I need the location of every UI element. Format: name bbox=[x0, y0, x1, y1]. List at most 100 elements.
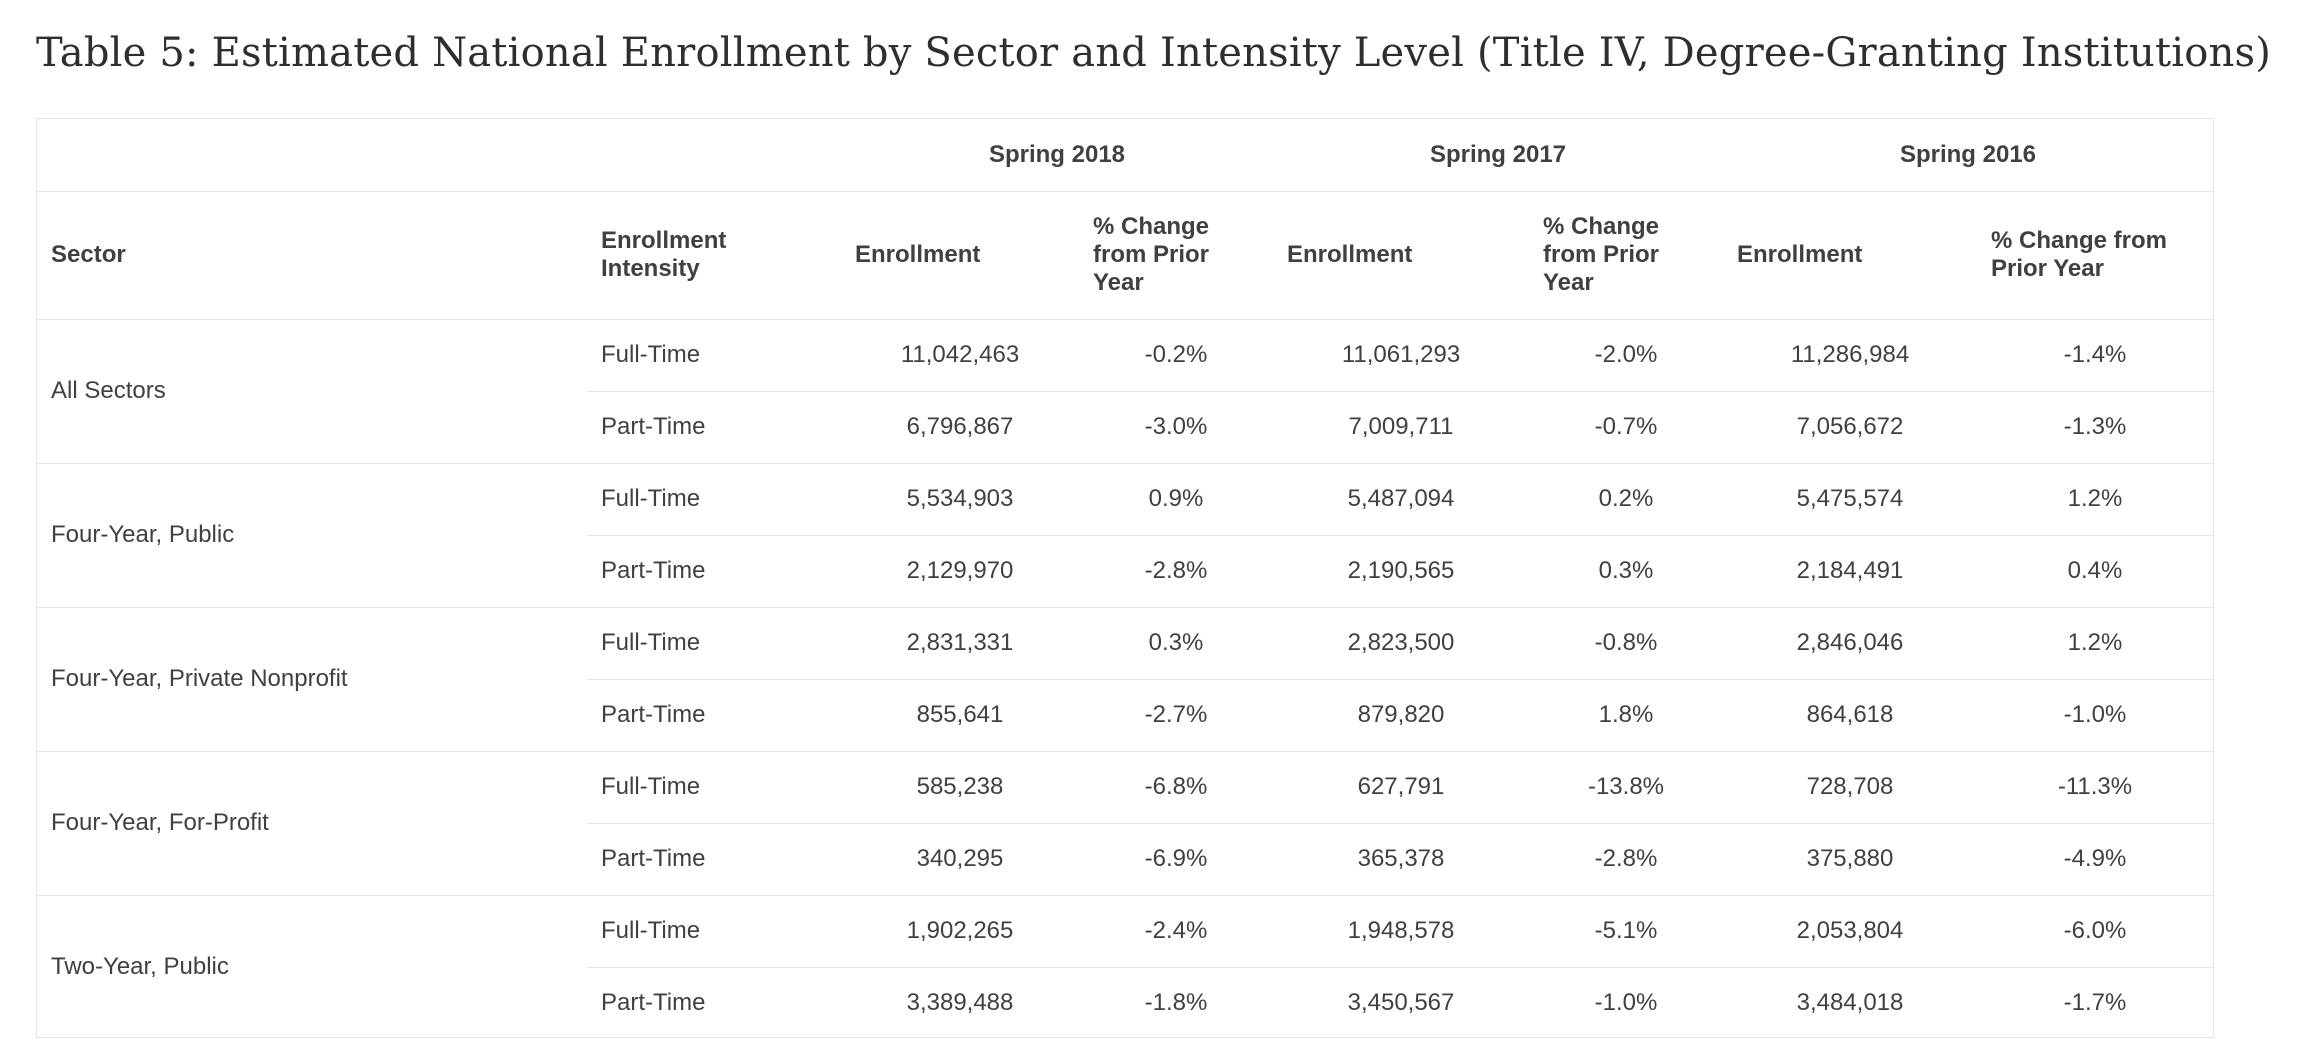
change-2017-cell: -2.0% bbox=[1529, 319, 1723, 392]
change-2016-cell: -1.3% bbox=[1977, 391, 2213, 464]
table-row: Four-Year, Private Nonprofit Full-Time 2… bbox=[37, 607, 2213, 752]
column-header-sector: Sector bbox=[37, 191, 587, 320]
change-2018-cell: 0.3% bbox=[1079, 607, 1273, 680]
enrollment-2017-cell: 365,378 bbox=[1273, 823, 1529, 896]
column-header-enrollment-2016: Enrollment bbox=[1723, 191, 1977, 320]
intensity-cell: Full-Time bbox=[587, 463, 841, 536]
enrollment-2018-cell: 5,534,903 bbox=[841, 463, 1079, 536]
table-row: Part-Time 2,129,970 -2.8% 2,190,565 0.3%… bbox=[37, 535, 2213, 608]
change-2017-cell: -13.8% bbox=[1529, 751, 1723, 824]
intensity-cell: Full-Time bbox=[587, 319, 841, 392]
change-2017-cell: -5.1% bbox=[1529, 895, 1723, 968]
change-2016-cell: 1.2% bbox=[1977, 607, 2213, 680]
change-2018-cell: -1.8% bbox=[1144, 989, 1208, 1017]
enrollment-2016-cell: 7,056,672 bbox=[1723, 391, 1977, 464]
change-2017-cell: -1.0% bbox=[1594, 989, 1658, 1017]
change-2016-cell: 0.4% bbox=[1977, 535, 2213, 608]
change-2017-cell: -2.8% bbox=[1529, 823, 1723, 896]
column-header-change-2018: % Change from Prior Year bbox=[1079, 191, 1273, 320]
change-2017-cell: -0.7% bbox=[1529, 391, 1723, 464]
change-2018-cell: -2.8% bbox=[1079, 535, 1273, 608]
column-header-change-2017: % Change from Prior Year bbox=[1529, 191, 1723, 320]
table-row: Four-Year, Public Full-Time 5,534,903 0.… bbox=[37, 463, 2213, 608]
enrollment-2018-cell: 855,641 bbox=[841, 679, 1079, 752]
table-row: Part-Time 855,641 -2.7% 879,820 1.8% 864… bbox=[37, 679, 2213, 752]
enrollment-2016-cell: 375,880 bbox=[1723, 823, 1977, 896]
intensity-cell: Full-Time bbox=[587, 895, 841, 968]
column-header-intensity: Enrollment Intensity bbox=[587, 191, 841, 320]
table-row: Two-Year, Public Full-Time 1,902,265 -2.… bbox=[37, 895, 2213, 980]
intensity-cell: Full-Time bbox=[587, 751, 841, 824]
sector-cell: All Sectors bbox=[37, 319, 587, 464]
enrollment-2017-cell: 2,190,565 bbox=[1273, 535, 1529, 608]
change-2016-cell: -1.0% bbox=[1977, 679, 2213, 752]
change-2017-cell: 0.2% bbox=[1529, 463, 1723, 536]
enrollment-2017-cell: 5,487,094 bbox=[1273, 463, 1529, 536]
enrollment-2017-cell: 3,450,567 bbox=[1347, 989, 1455, 1017]
group-header-spring-2016: Spring 2016 bbox=[1723, 119, 2213, 192]
enrollment-2016-cell: 2,053,804 bbox=[1723, 895, 1977, 968]
change-2016-cell: -6.0% bbox=[1977, 895, 2213, 968]
change-2016-cell: -4.9% bbox=[1977, 823, 2213, 896]
enrollment-2018-cell: 2,831,331 bbox=[841, 607, 1079, 680]
enrollment-2018-cell: 6,796,867 bbox=[841, 391, 1079, 464]
table-row: All Sectors Full-Time 11,042,463 -0.2% 1… bbox=[37, 319, 2213, 464]
enrollment-2017-cell: 1,948,578 bbox=[1273, 895, 1529, 968]
column-header-row: Sector Enrollment Intensity Enrollment %… bbox=[37, 191, 2213, 320]
column-header-change-2016: % Change from Prior Year bbox=[1977, 191, 2213, 320]
intensity-cell: Part-Time bbox=[587, 391, 841, 464]
enrollment-2016-cell: 2,846,046 bbox=[1723, 607, 1977, 680]
change-2018-cell: -2.4% bbox=[1079, 895, 1273, 968]
enrollment-2018-cell: 585,238 bbox=[841, 751, 1079, 824]
column-header-enrollment-2018: Enrollment bbox=[841, 191, 1079, 320]
enrollment-2017-cell: 7,009,711 bbox=[1273, 391, 1529, 464]
group-header-spring-2017: Spring 2017 bbox=[1273, 119, 1723, 192]
group-header-row: Spring 2018 Spring 2017 Spring 2016 bbox=[37, 119, 2213, 192]
sector-cell: Four-Year, Private Nonprofit bbox=[37, 607, 587, 752]
enrollment-2018-cell: 2,129,970 bbox=[841, 535, 1079, 608]
enrollment-2016-cell: 2,184,491 bbox=[1723, 535, 1977, 608]
change-2017-cell: 1.8% bbox=[1529, 679, 1723, 752]
change-2016-cell: -1.4% bbox=[1977, 319, 2213, 392]
enrollment-2017-cell: 627,791 bbox=[1273, 751, 1529, 824]
sector-cell: Four-Year, For-Profit bbox=[37, 751, 587, 896]
enrollment-2016-cell: 864,618 bbox=[1723, 679, 1977, 752]
table-row: Part-Time 3,389,488 -1.8% 3,450,567 -1.0… bbox=[37, 967, 2213, 1039]
enrollment-table-container: Spring 2018 Spring 2017 Spring 2016 Sect… bbox=[36, 118, 2214, 1038]
enrollment-2016-cell: 11,286,984 bbox=[1723, 319, 1977, 392]
enrollment-2017-cell: 2,823,500 bbox=[1273, 607, 1529, 680]
intensity-cell: Full-Time bbox=[587, 607, 841, 680]
intensity-cell: Part-Time bbox=[587, 679, 841, 752]
sector-cell: Two-Year, Public bbox=[51, 953, 229, 981]
group-header-spacer bbox=[37, 119, 841, 192]
table-body: All Sectors Full-Time 11,042,463 -0.2% 1… bbox=[37, 319, 2213, 1039]
enrollment-2017-cell: 11,061,293 bbox=[1273, 319, 1529, 392]
column-header-enrollment-2017: Enrollment bbox=[1273, 191, 1529, 320]
change-2018-cell: -0.2% bbox=[1079, 319, 1273, 392]
intensity-cell: Part-Time bbox=[601, 989, 706, 1017]
table-row: Part-Time 6,796,867 -3.0% 7,009,711 -0.7… bbox=[37, 391, 2213, 464]
change-2018-cell: -3.0% bbox=[1079, 391, 1273, 464]
group-header-spring-2018: Spring 2018 bbox=[841, 119, 1273, 192]
enrollment-2018-cell: 11,042,463 bbox=[841, 319, 1079, 392]
change-2018-cell: -6.9% bbox=[1079, 823, 1273, 896]
enrollment-2016-cell: 3,484,018 bbox=[1796, 989, 1904, 1017]
sector-cell: Four-Year, Public bbox=[37, 463, 587, 608]
change-2018-cell: -2.7% bbox=[1079, 679, 1273, 752]
enrollment-table: Spring 2018 Spring 2017 Spring 2016 Sect… bbox=[37, 119, 2213, 1039]
intensity-cell: Part-Time bbox=[587, 535, 841, 608]
enrollment-2018-cell: 1,902,265 bbox=[841, 895, 1079, 968]
table-row: Four-Year, For-Profit Full-Time 585,238 … bbox=[37, 751, 2213, 896]
table-row: Part-Time 340,295 -6.9% 365,378 -2.8% 37… bbox=[37, 823, 2213, 896]
change-2016-cell: -1.7% bbox=[2063, 989, 2127, 1017]
change-2017-cell: -0.8% bbox=[1529, 607, 1723, 680]
change-2017-cell: 0.3% bbox=[1529, 535, 1723, 608]
change-2016-cell: -11.3% bbox=[1977, 751, 2213, 824]
change-2018-cell: 0.9% bbox=[1079, 463, 1273, 536]
enrollment-2018-cell: 340,295 bbox=[841, 823, 1079, 896]
enrollment-2017-cell: 879,820 bbox=[1273, 679, 1529, 752]
page-title: Table 5: Estimated National Enrollment b… bbox=[36, 30, 2272, 76]
change-2018-cell: -6.8% bbox=[1079, 751, 1273, 824]
intensity-cell: Part-Time bbox=[587, 823, 841, 896]
change-2016-cell: 1.2% bbox=[1977, 463, 2213, 536]
